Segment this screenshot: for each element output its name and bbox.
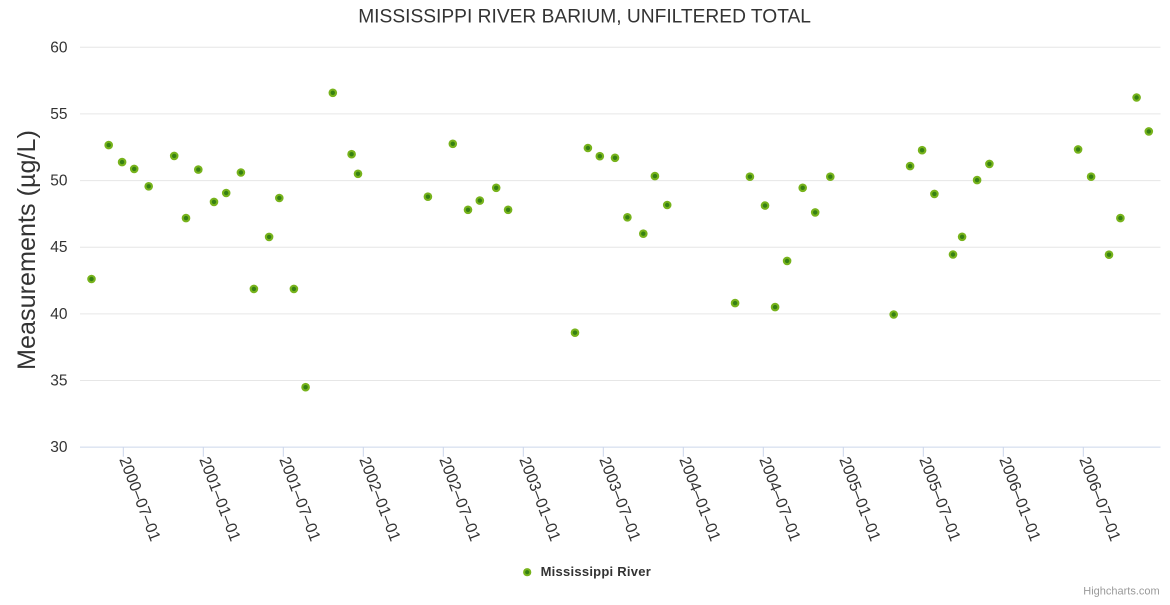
- svg-text:40: 40: [50, 306, 68, 323]
- svg-text:Measurements (µg/L): Measurements (µg/L): [13, 130, 41, 370]
- svg-text:30: 30: [50, 439, 68, 456]
- svg-text:60: 60: [50, 39, 68, 56]
- svg-text:35: 35: [50, 373, 67, 390]
- svg-text:55: 55: [50, 106, 67, 123]
- svg-text:Mississippi River: Mississippi River: [541, 564, 651, 579]
- svg-text:MISSISSIPPI RIVER BARIUM, UNFI: MISSISSIPPI RIVER BARIUM, UNFILTERED TOT…: [358, 7, 811, 28]
- svg-text:Highcharts.com: Highcharts.com: [1083, 586, 1159, 598]
- svg-text:50: 50: [50, 173, 68, 190]
- svg-text:45: 45: [50, 239, 67, 256]
